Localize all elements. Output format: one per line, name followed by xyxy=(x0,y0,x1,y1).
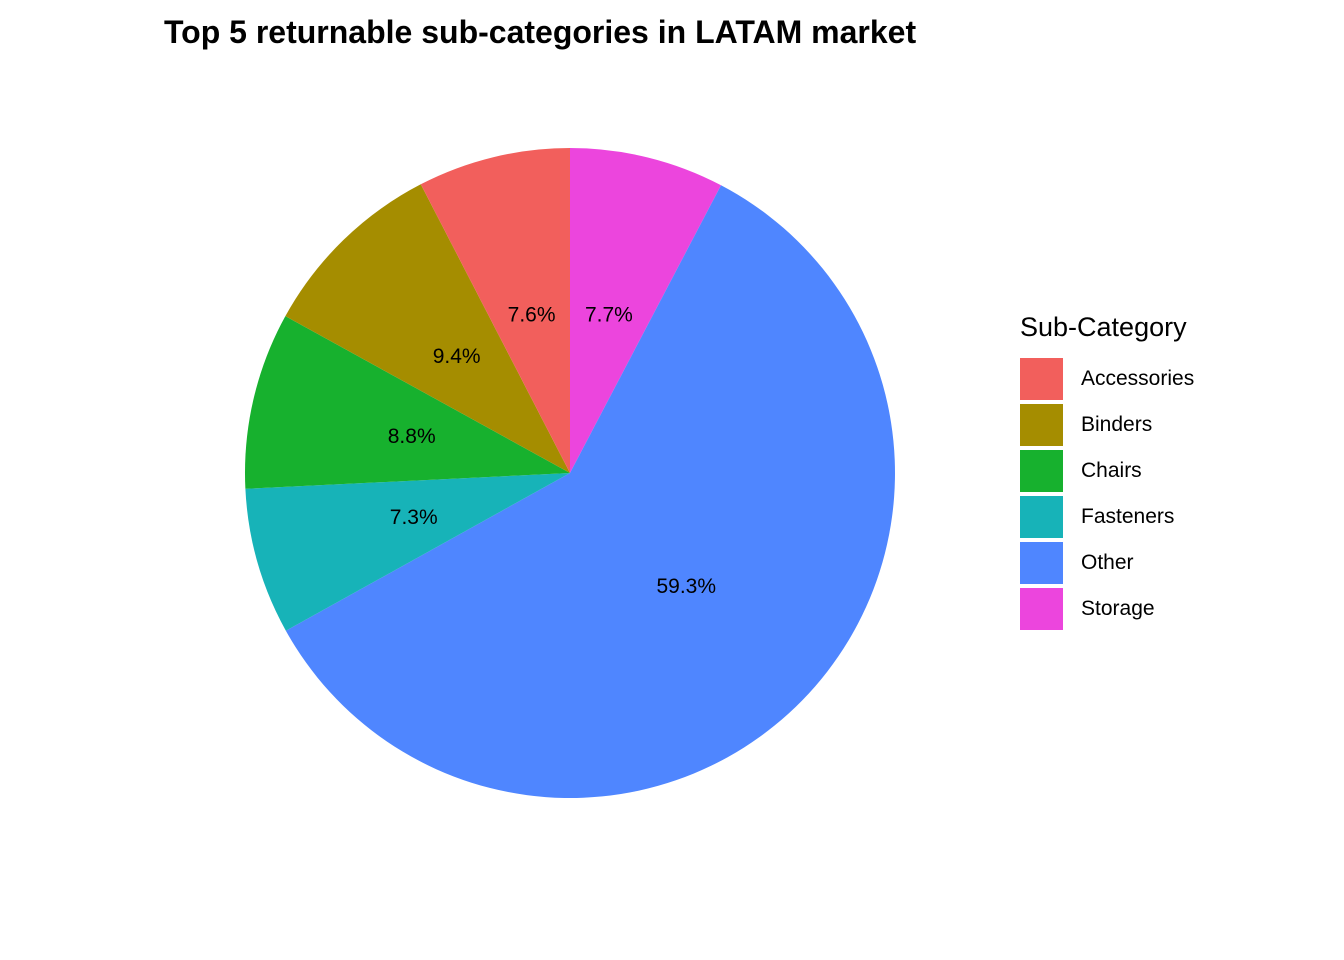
legend-swatch-storage xyxy=(1020,588,1063,630)
legend-item-accessories: Accessories xyxy=(1020,356,1194,402)
legend-label-fasteners: Fasteners xyxy=(1081,505,1175,528)
legend-item-chairs: Chairs xyxy=(1020,448,1194,494)
pie-slice-labels: 7.7% 59.3% 7.3% 8.8% 9.4% 7.6% xyxy=(388,304,716,598)
legend-item-other: Other xyxy=(1020,540,1194,586)
legend-swatch-other xyxy=(1020,542,1063,584)
chart-title: Top 5 returnable sub-categories in LATAM… xyxy=(164,14,917,50)
pie-slice-accessories xyxy=(420,148,570,473)
pie-slice-chairs xyxy=(244,316,570,489)
slice-label-accessories: 7.6% xyxy=(508,304,556,327)
legend-title: Sub-Category xyxy=(1020,312,1187,342)
pie-slice-fasteners xyxy=(245,473,570,631)
pie-slice-storage xyxy=(570,148,722,473)
legend-items: Accessories Binders Chairs Fasteners Other St… xyxy=(1020,356,1194,632)
legend: Sub-Category Accessories Binders Chairs Fas… xyxy=(1020,312,1194,632)
legend-swatch-fasteners xyxy=(1020,496,1063,538)
legend-label-other: Other xyxy=(1081,551,1134,574)
slice-label-fasteners: 7.3% xyxy=(390,506,438,529)
pie-slice-binders xyxy=(285,184,570,473)
slice-label-other: 59.3% xyxy=(656,575,716,598)
legend-item-fasteners: Fasteners xyxy=(1020,494,1194,540)
legend-swatch-accessories xyxy=(1020,358,1063,400)
legend-item-binders: Binders xyxy=(1020,402,1194,448)
slice-label-binders: 9.4% xyxy=(433,345,481,368)
legend-label-accessories: Accessories xyxy=(1081,367,1195,390)
legend-swatch-chairs xyxy=(1020,450,1063,492)
pie-slice-other xyxy=(285,185,895,798)
legend-label-storage: Storage xyxy=(1081,597,1155,620)
slice-label-chairs: 8.8% xyxy=(388,425,436,448)
pie-slices xyxy=(244,148,895,798)
legend-label-chairs: Chairs xyxy=(1081,459,1142,482)
legend-item-storage: Storage xyxy=(1020,586,1194,632)
legend-swatch-binders xyxy=(1020,404,1063,446)
legend-label-binders: Binders xyxy=(1081,413,1153,436)
slice-label-storage: 7.7% xyxy=(585,304,633,327)
